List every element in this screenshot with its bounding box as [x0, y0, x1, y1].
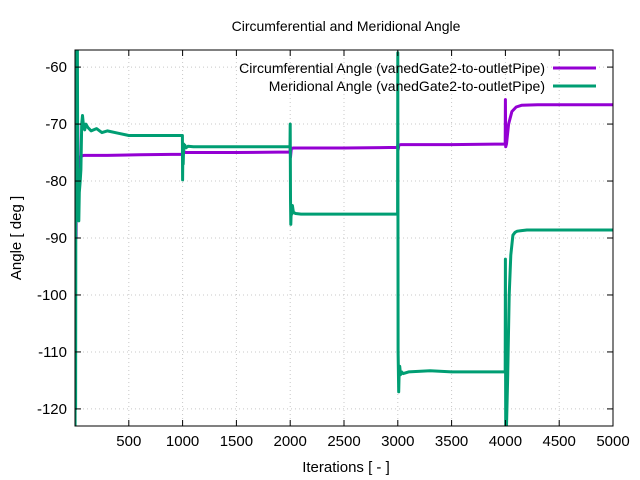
x-tick-label: 500 [116, 433, 141, 450]
y-tick-label: -60 [45, 59, 67, 76]
x-axis-label: Iterations [ - ] [302, 459, 390, 476]
y-tick-label: -100 [37, 287, 67, 304]
chart-title: Circumferential and Meridional Angle [232, 18, 461, 34]
x-tick-label: 3000 [381, 433, 414, 450]
legend-label: Circumferential Angle (vanedGate2-to-out… [239, 60, 545, 76]
x-tick-label: 5000 [596, 433, 629, 450]
y-tick-label: -80 [45, 173, 67, 190]
meridional-angle-line [75, 50, 613, 426]
x-tick-label: 1000 [166, 433, 199, 450]
y-tick-label: -120 [37, 401, 67, 418]
x-tick-label: 3500 [435, 433, 468, 450]
x-tick-label: 4000 [489, 433, 522, 450]
y-tick-label: -90 [45, 230, 67, 247]
y-tick-label: -70 [45, 116, 67, 133]
plot-series [75, 50, 613, 426]
x-axis-ticks: 500 1000 1500 2000 2500 3000 3500 4000 4500 5000 [116, 50, 630, 450]
grid-lines [75, 50, 613, 426]
x-tick-label: 1500 [220, 433, 253, 450]
x-tick-label: 4500 [543, 433, 576, 450]
legend: Circumferential Angle (vanedGate2-to-out… [239, 60, 596, 94]
x-tick-label: 2000 [274, 433, 307, 450]
legend-label: Meridional Angle (vanedGate2-to-outletPi… [269, 78, 545, 94]
x-tick-label: 2500 [327, 433, 360, 450]
y-tick-label: -110 [38, 344, 67, 361]
y-axis-label: Angle [ deg ] [8, 196, 25, 280]
y-axis-ticks: -60 -70 -80 -90 -100 -110 -120 [37, 59, 613, 418]
